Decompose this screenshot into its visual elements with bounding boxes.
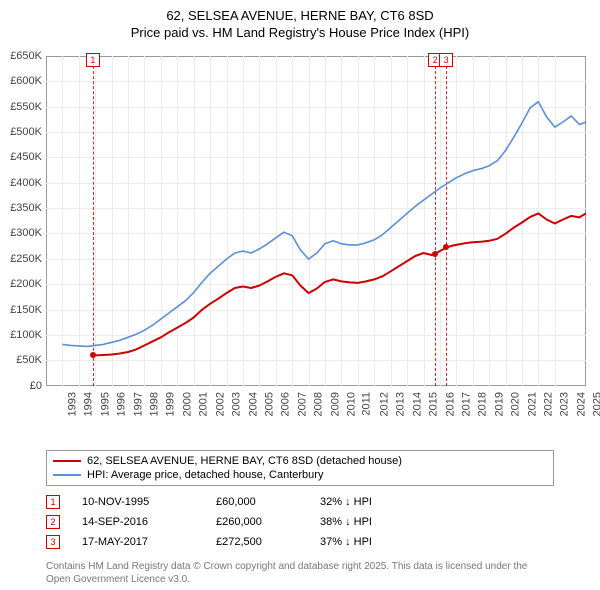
legend: 62, SELSEA AVENUE, HERNE BAY, CT6 8SD (d… (46, 450, 554, 486)
event-price: £272,500 (216, 536, 298, 548)
event-marker-icon: 2 (46, 515, 60, 529)
x-tick-label: 1993 (66, 392, 78, 416)
event-row: 3 17-MAY-2017 £272,500 37% ↓ HPI (46, 532, 554, 552)
x-tick-label: 2001 (198, 392, 210, 416)
x-tick-label: 2020 (510, 392, 522, 416)
x-tick-label: 2015 (428, 392, 440, 416)
chart-container: 62, SELSEA AVENUE, HERNE BAY, CT6 8SD Pr… (0, 0, 600, 590)
event-date: 17-MAY-2017 (82, 536, 194, 548)
event-marker-box: 1 (86, 53, 100, 67)
x-tick-label: 2016 (444, 392, 456, 416)
x-tick-label: 2010 (346, 392, 358, 416)
x-tick-label: 2023 (559, 392, 571, 416)
event-marker-dot (443, 244, 449, 250)
series-svg (4, 46, 588, 388)
event-delta: 37% ↓ HPI (320, 536, 372, 548)
x-tick-label: 2003 (231, 392, 243, 416)
x-tick-label: 2022 (542, 392, 554, 416)
x-tick-label: 1997 (132, 392, 144, 416)
x-tick-label: 2017 (460, 392, 472, 416)
x-tick-label: 1996 (116, 392, 128, 416)
event-delta: 38% ↓ HPI (320, 516, 372, 528)
legend-swatch (53, 460, 81, 462)
footnote: Contains HM Land Registry data © Crown c… (46, 560, 554, 586)
event-date: 10-NOV-1995 (82, 496, 194, 508)
x-tick-label: 2024 (575, 392, 587, 416)
event-delta: 32% ↓ HPI (320, 496, 372, 508)
legend-label: HPI: Average price, detached house, Cant… (87, 469, 323, 481)
x-tick-label: 2007 (296, 392, 308, 416)
x-tick-label: 2013 (395, 392, 407, 416)
legend-item: 62, SELSEA AVENUE, HERNE BAY, CT6 8SD (d… (53, 454, 547, 468)
x-tick-label: 2014 (411, 392, 423, 416)
x-tick-label: 2021 (526, 392, 538, 416)
x-tick-label: 2009 (329, 392, 341, 416)
legend-item: HPI: Average price, detached house, Cant… (53, 468, 547, 482)
x-tick-label: 2011 (361, 392, 373, 416)
x-tick-label: 2008 (313, 392, 325, 416)
x-tick-label: 2018 (477, 392, 489, 416)
legend-swatch (53, 474, 81, 476)
event-marker-icon: 3 (46, 535, 60, 549)
event-price: £260,000 (216, 516, 298, 528)
x-tick-label: 2019 (493, 392, 505, 416)
title-line-1: 62, SELSEA AVENUE, HERNE BAY, CT6 8SD (4, 8, 596, 25)
series-hpi (62, 101, 586, 346)
x-tick-label: 2002 (214, 392, 226, 416)
x-tick-label: 2000 (181, 392, 193, 416)
event-date: 14-SEP-2016 (82, 516, 194, 528)
events-table: 1 10-NOV-1995 £60,000 32% ↓ HPI 2 14-SEP-2016… (46, 492, 554, 552)
x-tick-label: 1998 (149, 392, 161, 416)
legend-label: 62, SELSEA AVENUE, HERNE BAY, CT6 8SD (d… (87, 455, 402, 467)
x-tick-label: 2025 (592, 392, 600, 416)
x-tick-label: 2012 (378, 392, 390, 416)
event-price: £60,000 (216, 496, 298, 508)
chart-title: 62, SELSEA AVENUE, HERNE BAY, CT6 8SD Pr… (4, 8, 596, 42)
x-tick-label: 1994 (83, 392, 95, 416)
event-marker-box: 3 (439, 53, 453, 67)
event-marker-dot (90, 352, 96, 358)
event-marker-dot (432, 251, 438, 257)
event-row: 1 10-NOV-1995 £60,000 32% ↓ HPI (46, 492, 554, 512)
x-tick-label: 2005 (263, 392, 275, 416)
x-tick-label: 1999 (165, 392, 177, 416)
x-tick-label: 2006 (280, 392, 292, 416)
chart-area: £0£50K£100K£150K£200K£250K£300K£350K£400… (4, 46, 596, 446)
event-row: 2 14-SEP-2016 £260,000 38% ↓ HPI (46, 512, 554, 532)
event-marker-icon: 1 (46, 495, 60, 509)
x-tick-label: 2004 (247, 392, 259, 416)
series-price_paid (93, 213, 586, 355)
title-line-2: Price paid vs. HM Land Registry's House … (4, 25, 596, 42)
x-tick-label: 1995 (99, 392, 111, 416)
